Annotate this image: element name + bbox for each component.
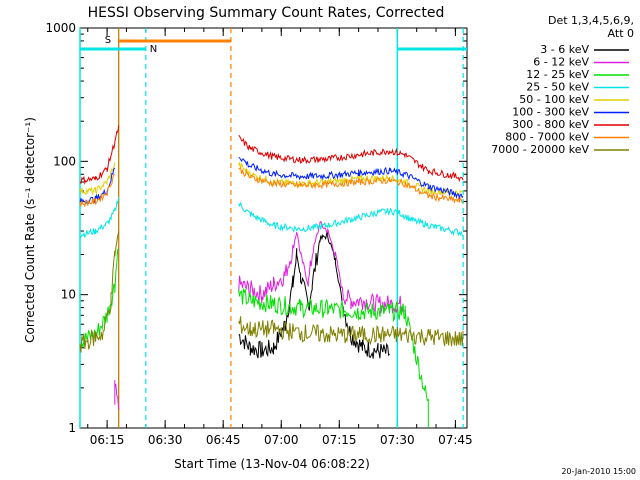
series-line-0-segment-0: [238, 231, 390, 359]
plot-area: 1 10 100 1000 06:15 06:30 06:45 07:00 07:15 07:30…: [45, 21, 472, 447]
series-line-3-segment-0: [79, 196, 120, 239]
series-line-4-segment-1: [238, 162, 464, 198]
series-line-1-segment-0: [114, 380, 120, 410]
chart-title: HESSI Observing Summary Count Rates, Cor…: [88, 5, 445, 21]
legend-label-4: 50 - 100 keV: [519, 93, 589, 106]
y-tick-label: 10: [61, 288, 76, 302]
series-line-4-segment-0: [79, 162, 116, 196]
series-line-3-segment-1: [238, 201, 464, 237]
y-tick-label: 1: [68, 421, 76, 435]
plot-frame: [79, 27, 468, 429]
x-tick-label: 06:30: [148, 433, 183, 447]
series-line-1-segment-1: [238, 220, 406, 314]
legend-label-0: 3 - 6 keV: [540, 43, 589, 56]
y-axis-label: Corrected Count Rate (s⁻¹ detector⁻¹): [23, 117, 37, 343]
x-axis-label: Start Time (13-Nov-04 06:08:22): [174, 457, 370, 471]
series-line-8-segment-0: [79, 231, 120, 353]
legend-label-5: 100 - 300 keV: [512, 106, 589, 119]
y-tick-label: 1000: [45, 21, 76, 35]
legend-label-2: 12 - 25 keV: [526, 68, 589, 81]
series-line-6-segment-0: [79, 125, 120, 185]
series-line-2-segment-1: [238, 288, 429, 428]
legend-label-6: 300 - 800 keV: [512, 118, 589, 131]
legend-header-line-2: Att 0: [608, 27, 634, 40]
legend-label-3: 25 - 50 keV: [526, 81, 589, 94]
legend-label-8: 7000 - 20000 keV: [491, 143, 589, 156]
saa-label: S: [105, 35, 111, 46]
legend-label-1: 6 - 12 keV: [533, 56, 589, 69]
series-line-8-segment-1: [238, 316, 464, 347]
y-tick-label: 100: [53, 154, 76, 168]
legend-header-line-1: Det 1,3,4,5,6,9,: [548, 14, 634, 27]
night-label: N: [150, 44, 157, 55]
x-tick-label: 07:45: [438, 433, 473, 447]
x-tick-label: 07:30: [380, 433, 415, 447]
x-tick-label: 07:15: [322, 433, 357, 447]
x-tick-label: 07:00: [264, 433, 299, 447]
series-line-7-segment-0: [79, 174, 115, 208]
x-tick-label: 06:45: [206, 433, 241, 447]
series-line-6-segment-1: [238, 135, 464, 183]
series-line-2-segment-0: [79, 248, 120, 348]
x-tick-label: 06:15: [90, 433, 125, 447]
footer-timestamp: 20-Jan-2010 15:00: [561, 467, 636, 476]
legend-label-7: 800 - 7000 keV: [505, 131, 589, 144]
series-line-5-segment-1: [238, 157, 464, 200]
series-line-7-segment-1: [238, 167, 464, 204]
